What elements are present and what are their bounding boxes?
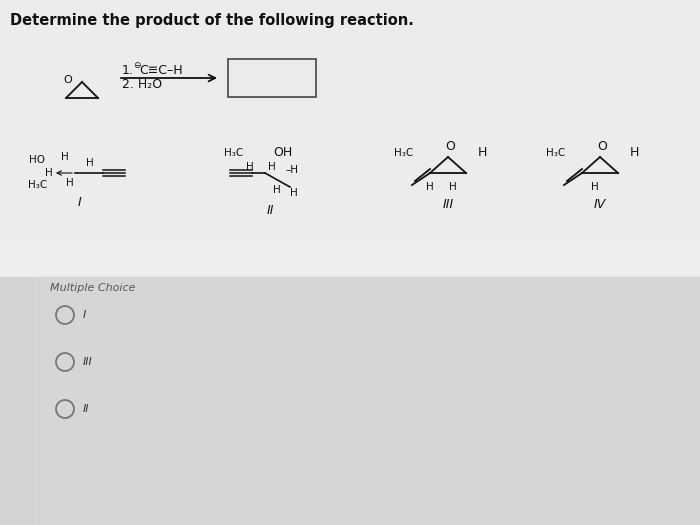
Text: Multiple Choice: Multiple Choice xyxy=(50,283,136,293)
Text: OH: OH xyxy=(273,146,293,160)
Text: ⊖: ⊖ xyxy=(133,61,141,70)
Text: 1.: 1. xyxy=(122,64,134,77)
Text: H: H xyxy=(290,188,298,198)
Text: –H: –H xyxy=(285,165,298,175)
Text: O: O xyxy=(597,141,607,153)
Bar xyxy=(35,277,700,525)
Text: Determine the product of the following reaction.: Determine the product of the following r… xyxy=(10,13,414,28)
Bar xyxy=(0,0,700,240)
Text: H: H xyxy=(246,162,254,172)
Text: H: H xyxy=(478,146,487,160)
Text: III: III xyxy=(442,198,454,212)
Text: H: H xyxy=(449,182,457,192)
Bar xyxy=(228,59,316,97)
Text: 2. H₂O: 2. H₂O xyxy=(122,79,162,91)
Text: I: I xyxy=(78,196,82,209)
Text: H: H xyxy=(273,185,281,195)
Text: IV: IV xyxy=(594,198,606,212)
Text: I: I xyxy=(83,310,86,320)
Text: H: H xyxy=(426,182,434,192)
Text: O: O xyxy=(445,141,455,153)
Text: H: H xyxy=(61,152,69,162)
Text: H: H xyxy=(86,158,94,168)
Text: HO: HO xyxy=(29,155,45,165)
Text: H: H xyxy=(268,162,276,172)
Text: H: H xyxy=(66,178,74,188)
Text: H: H xyxy=(630,146,639,160)
Text: H₃C: H₃C xyxy=(28,180,47,190)
Text: II: II xyxy=(83,404,90,414)
Text: II: II xyxy=(266,204,274,216)
Text: III: III xyxy=(83,357,92,367)
Text: O: O xyxy=(64,75,72,85)
Text: H: H xyxy=(46,168,53,178)
Text: C≡C–H: C≡C–H xyxy=(139,64,183,77)
Text: H: H xyxy=(591,182,599,192)
Text: H₃C: H₃C xyxy=(224,148,243,158)
Text: H₃C: H₃C xyxy=(393,148,413,158)
Text: H₃C: H₃C xyxy=(546,148,565,158)
Bar xyxy=(0,277,700,525)
